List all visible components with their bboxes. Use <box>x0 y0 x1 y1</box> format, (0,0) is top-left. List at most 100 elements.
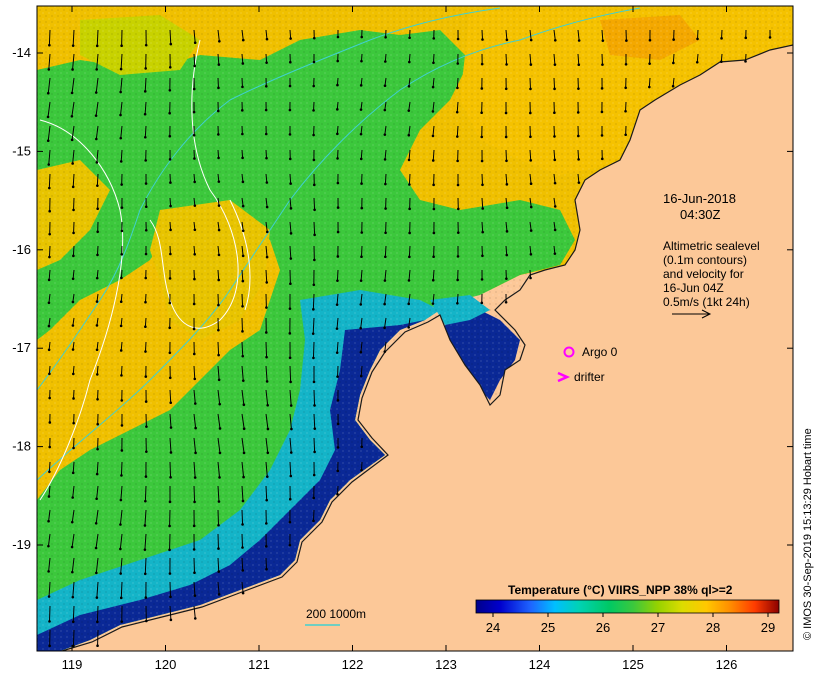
velocity-arrow <box>360 125 363 135</box>
velocity-arrow <box>336 341 339 353</box>
velocity-arrow <box>47 125 51 141</box>
velocity-arrow-head <box>169 42 173 46</box>
velocity-arrow <box>336 485 339 495</box>
velocity-arrow <box>456 101 459 113</box>
velocity-arrow-head <box>217 500 221 503</box>
velocity-arrow-head <box>313 208 316 212</box>
velocity-arrow-head <box>312 496 316 500</box>
velocity-arrow <box>144 485 147 502</box>
velocity-arrow-head <box>120 620 124 623</box>
velocity-arrow-head <box>265 37 269 41</box>
velocity-arrow-head <box>480 62 484 66</box>
velocity-arrow-head <box>384 60 387 63</box>
velocity-arrow-head <box>47 301 51 305</box>
velocity-arrow-head <box>71 162 74 165</box>
velocity-arrow <box>408 101 411 111</box>
velocity-arrow <box>408 53 411 63</box>
velocity-arrow-head <box>266 451 270 455</box>
velocity-arrow-head <box>360 255 363 259</box>
velocity-arrow <box>529 269 532 279</box>
velocity-arrow-head <box>47 519 50 523</box>
velocity-arrow-head <box>529 229 533 232</box>
bathymetry-contour-1000m <box>37 7 501 391</box>
velocity-arrow-head <box>553 158 557 162</box>
velocity-arrow <box>289 197 292 209</box>
velocity-arrow-head <box>241 569 245 572</box>
velocity-arrow <box>553 149 556 160</box>
velocity-arrow-head <box>96 447 99 451</box>
velocity-arrow-head <box>504 300 508 304</box>
velocity-arrow-head <box>529 182 533 185</box>
velocity-arrow <box>241 245 244 256</box>
velocity-arrow <box>120 317 123 326</box>
velocity-arrow-head <box>194 451 197 455</box>
velocity-arrow <box>72 485 75 498</box>
velocity-arrow <box>144 341 147 352</box>
velocity-arrow-head <box>46 91 50 95</box>
velocity-arrow-head <box>218 451 222 455</box>
velocity-arrow-head <box>264 84 268 88</box>
velocity-arrow <box>217 221 220 231</box>
velocity-arrow-head <box>242 403 246 407</box>
velocity-arrow-head <box>217 228 221 232</box>
velocity-arrow <box>360 317 363 329</box>
velocity-arrow-head <box>48 396 51 400</box>
velocity-arrow <box>241 365 244 381</box>
lon-tick-label: 125 <box>622 657 644 672</box>
velocity-arrow <box>95 533 99 549</box>
velocity-arrow <box>408 77 411 87</box>
velocity-arrow-head <box>360 35 364 39</box>
lon-tick-label: 122 <box>342 657 364 672</box>
velocity-arrow-head <box>335 351 339 354</box>
velocity-arrow-head <box>336 35 340 39</box>
velocity-arrow-head <box>71 68 74 71</box>
velocity-arrow <box>193 437 197 453</box>
velocity-arrow-head <box>407 85 411 88</box>
velocity-arrow <box>95 101 99 116</box>
velocity-arrow-head <box>671 84 675 88</box>
velocity-arrow-head <box>312 308 315 311</box>
velocity-arrow <box>72 365 75 374</box>
velocity-arrow <box>505 197 508 208</box>
velocity-arrow-head <box>360 231 364 234</box>
velocity-arrow-head <box>312 183 316 187</box>
velocity-arrow-head <box>145 619 148 623</box>
velocity-arrow-head <box>217 180 221 183</box>
velocity-arrow-head <box>144 182 148 185</box>
velocity-arrow <box>72 461 75 473</box>
velocity-arrow <box>120 149 123 162</box>
velocity-arrow-head <box>407 158 411 162</box>
velocity-arrow-head <box>119 498 123 502</box>
velocity-arrow-head <box>289 182 292 185</box>
velocity-arrow-head <box>241 204 245 208</box>
velocity-arrow <box>360 293 363 305</box>
velocity-arrow-head <box>648 38 652 42</box>
velocity-arrow-head <box>313 233 316 237</box>
velocity-arrow-head <box>193 180 196 184</box>
velocity-arrow-head <box>192 87 196 91</box>
sealevel-contour-c <box>229 199 251 311</box>
lon-tick-label: 123 <box>435 657 457 672</box>
velocity-arrow-head <box>144 252 148 256</box>
velocity-arrow-head <box>505 253 509 257</box>
velocity-arrow <box>48 605 51 622</box>
lat-tick-label: -17 <box>12 340 31 355</box>
velocity-arrow-head <box>432 37 436 40</box>
velocity-arrow-head <box>360 206 364 210</box>
velocity-arrow <box>193 605 196 619</box>
altimetry-note-line2: (0.1m contours) <box>663 253 747 267</box>
velocity-arrow <box>336 269 339 281</box>
velocity-arrow <box>193 581 196 596</box>
velocity-arrow <box>408 149 411 160</box>
velocity-arrow-head <box>144 43 148 47</box>
velocity-arrow <box>241 29 244 41</box>
velocity-arrow <box>72 245 75 256</box>
velocity-arrow-head <box>336 399 340 402</box>
velocity-arrow-head <box>336 157 339 160</box>
velocity-arrow <box>144 557 147 574</box>
velocity-arrow-head <box>432 231 436 235</box>
velocity-arrow <box>289 173 292 184</box>
velocity-arrow-head <box>241 354 245 358</box>
velocity-arrow-head <box>193 228 197 232</box>
velocity-arrow-head <box>624 86 627 90</box>
